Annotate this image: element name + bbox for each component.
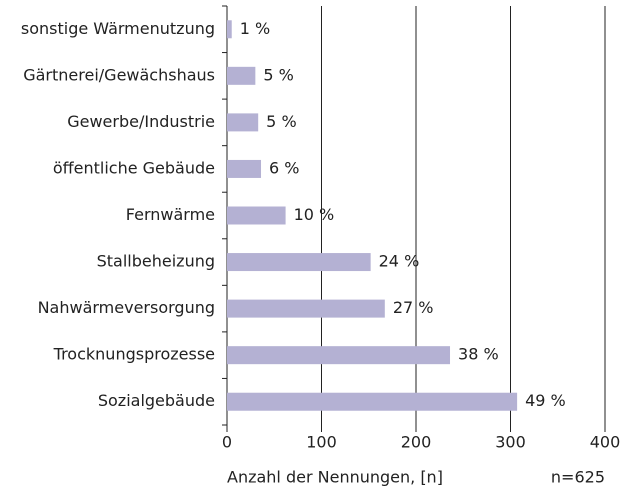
bar (227, 159, 262, 178)
bar (227, 66, 256, 85)
value-label: 5 % (263, 65, 293, 84)
bar (227, 299, 385, 318)
y-tick-label: Fernwärme (126, 205, 215, 224)
y-tick-label: Nahwärmeversorgung (38, 298, 215, 317)
bar (227, 392, 518, 411)
value-label: 38 % (458, 345, 499, 364)
x-tick-label: 100 (306, 433, 337, 452)
bar (227, 253, 371, 272)
value-label: 27 % (393, 298, 434, 317)
y-tick-label: öffentliche Gebäude (53, 158, 215, 177)
bar (227, 206, 286, 225)
y-tick-label: Gewerbe/Industrie (67, 112, 215, 131)
bar (227, 20, 232, 39)
x-tick-label: 300 (495, 433, 526, 452)
value-label: 24 % (379, 252, 420, 271)
value-label: 1 % (240, 19, 270, 38)
value-label: 10 % (294, 205, 335, 224)
x-tick-label: 0 (222, 433, 232, 452)
y-tick-label: Trocknungsprozesse (53, 345, 215, 364)
value-label: 5 % (266, 112, 296, 131)
y-tick-label: Gärtnerei/Gewächshaus (23, 65, 215, 84)
bar (227, 346, 451, 365)
value-label: 49 % (525, 391, 566, 410)
x-axis-label: Anzahl der Nennungen, [n] (227, 468, 443, 487)
y-tick-label: sonstige Wärmenutzung (21, 19, 215, 38)
x-tick-label: 200 (401, 433, 432, 452)
bar (227, 113, 259, 132)
y-tick-label: Stallbeheizung (97, 252, 215, 271)
y-tick-label: Sozialgebäude (98, 391, 215, 410)
x-tick-label: 400 (590, 433, 621, 452)
annotation: n=625 (551, 468, 605, 487)
value-label: 6 % (269, 158, 299, 177)
